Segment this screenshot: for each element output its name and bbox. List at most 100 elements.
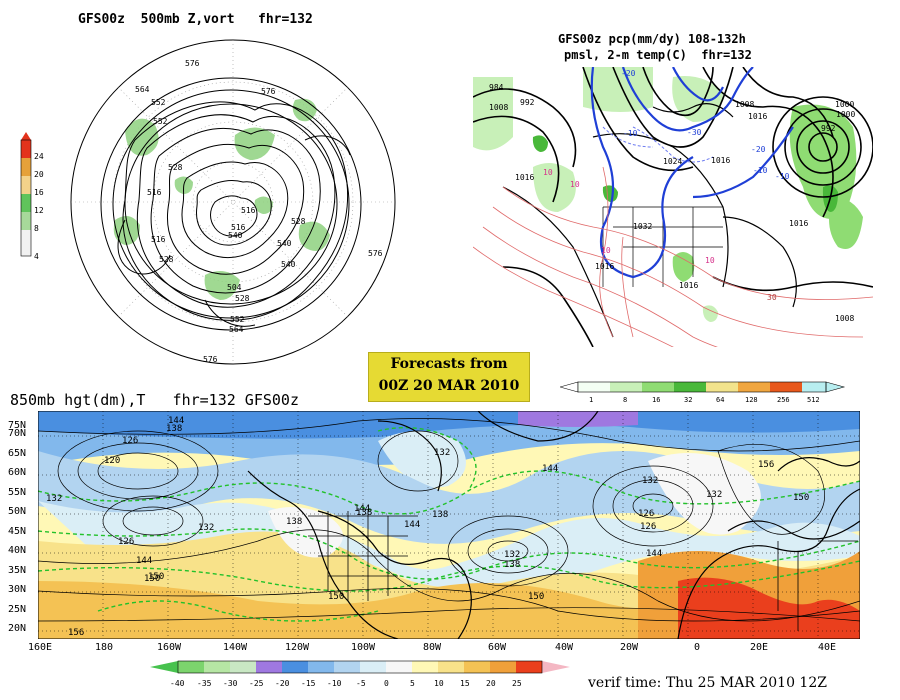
height-label: 138 [166, 424, 182, 434]
colorbar-tick: 12 [34, 206, 44, 215]
temp-labels: -20 -10 -30 -10 -20 10 10 10 30 -10 10 [543, 69, 790, 302]
lon-label: 40W [555, 642, 574, 653]
forecast-init-line1: Forecasts from [390, 356, 508, 372]
polar-map: 576 564 552 552 528 516 540 516 528 540 … [70, 39, 396, 365]
isobar-labels: 984 992 1008 1016 1024 1032 1016 1008 10… [489, 83, 855, 323]
colorbar-cell [490, 661, 516, 673]
lon-label: 20E [750, 642, 769, 653]
lat-label: 45N [8, 526, 27, 537]
temp-label: -10 [753, 166, 768, 175]
height-label: 144 [136, 556, 152, 566]
temp-label: 10 [543, 168, 553, 177]
colorbar-arrow [560, 381, 579, 393]
height-label: 144 [542, 464, 558, 474]
height-label: 150 [148, 572, 164, 582]
polar-colorbar: 24 20 16 12 8 4 [20, 132, 44, 261]
hgt850-grid [38, 411, 860, 639]
height-label: 120 [104, 456, 120, 466]
precip-title-line2: pmsl, 2-m temp(C) fhr=132 [564, 48, 752, 62]
lon-label: 180 [95, 642, 114, 653]
colorbar-tick: -20 [275, 679, 290, 688]
height-label: 138 [504, 560, 520, 570]
colorbar-cell [578, 382, 610, 392]
contour-label: 552 [151, 98, 166, 107]
height-label: 132 [198, 523, 214, 533]
lat-label: 65N [8, 448, 27, 459]
height-label: 144 [354, 504, 370, 514]
isobar-label: 1016 [515, 173, 534, 182]
isobar-label: 1016 [711, 156, 730, 165]
colorbar-cell [21, 194, 31, 212]
colorbar-cell [334, 661, 360, 673]
colorbar-tick: -30 [223, 679, 238, 688]
lon-label: 140W [223, 642, 248, 653]
colorbar-tick: 20 [486, 679, 496, 688]
isobar-label: 1008 [735, 100, 754, 109]
height-label: 150 [328, 592, 344, 602]
contour-label: 516 [151, 235, 166, 244]
isobar-label: 1008 [835, 314, 854, 323]
temp-colorbar: -40 -35 -30 -25 -20 -15 -10 -5 0 5 10 15… [150, 660, 570, 688]
height-contours [38, 418, 860, 622]
lon-label: 120W [285, 642, 310, 653]
colorbar-arrow [542, 661, 570, 673]
temp-label: -10 [623, 129, 638, 138]
temp-contours [38, 427, 860, 622]
colorbar-arrow [150, 661, 178, 673]
height-label: 132 [46, 494, 62, 504]
colorbar-tick: -5 [356, 679, 366, 688]
height-label: 150 [144, 574, 160, 584]
colorbar-tick: 32 [684, 396, 692, 404]
height-labels: 144 138 126 120 132 132 138 144 150 132 … [46, 416, 809, 638]
verif-time: verif time: Thu 25 MAR 2010 12Z [588, 675, 827, 691]
colorbar-tick: 5 [410, 679, 415, 688]
contour-label: 564 [229, 325, 244, 334]
colorbar-cell [282, 661, 308, 673]
colorbar-cell [674, 382, 706, 392]
height-label: 144 [404, 520, 420, 530]
colorbar-tick: 512 [807, 396, 820, 404]
height-label: 144 [168, 416, 184, 426]
colorbar-tick: 1 [589, 396, 593, 404]
colorbar-tick: 25 [512, 679, 522, 688]
colorbar-cell [230, 661, 256, 673]
colorbar-cell [308, 661, 334, 673]
forecast-init-line2: 00Z 20 MAR 2010 [378, 378, 520, 394]
lat-label: 35N [8, 565, 27, 576]
height-label: 126 [122, 436, 138, 446]
colorbar-cell [802, 382, 826, 392]
colorbar-tick: 16 [652, 396, 660, 404]
political-borders [308, 511, 858, 631]
temp-label: 30 [767, 293, 777, 302]
colorbar-cell [738, 382, 770, 392]
colorbar-tick: -40 [170, 679, 185, 688]
isobar-label: 1016 [748, 112, 767, 121]
height-label: 132 [642, 476, 658, 486]
hgt850-title: 850mb hgt(dm),T fhr=132 GFS00z [10, 391, 299, 409]
colorbar-arrow [21, 132, 31, 140]
isobars [473, 67, 873, 347]
colorbar-arrow [825, 381, 846, 393]
contour-label: 576 [185, 59, 200, 68]
lat-label: 50N [8, 506, 27, 517]
lat-label: 20N [8, 623, 27, 634]
isobar-label: 1008 [489, 103, 508, 112]
lon-label: 160E [28, 642, 53, 653]
contour-label: 528 [168, 163, 183, 172]
contour-label: 576 [261, 87, 276, 96]
lon-label: 80W [423, 642, 442, 653]
contour-label: 516 [231, 223, 246, 232]
colorbar-tick: -10 [327, 679, 342, 688]
contour-label: 540 [281, 260, 296, 269]
isobar-label: 992 [821, 124, 836, 133]
colorbar-cell [360, 661, 386, 673]
colorbar-tick: 4 [34, 252, 39, 261]
height-label: 156 [758, 460, 774, 470]
contour-label: 540 [277, 239, 292, 248]
colorbar-cell [21, 140, 31, 158]
colorbar-cell [464, 661, 490, 673]
contour-label: 564 [135, 85, 150, 94]
colorbar-tick: 64 [716, 396, 724, 404]
lon-label: 100W [351, 642, 376, 653]
contour-label: 528 [159, 255, 174, 264]
